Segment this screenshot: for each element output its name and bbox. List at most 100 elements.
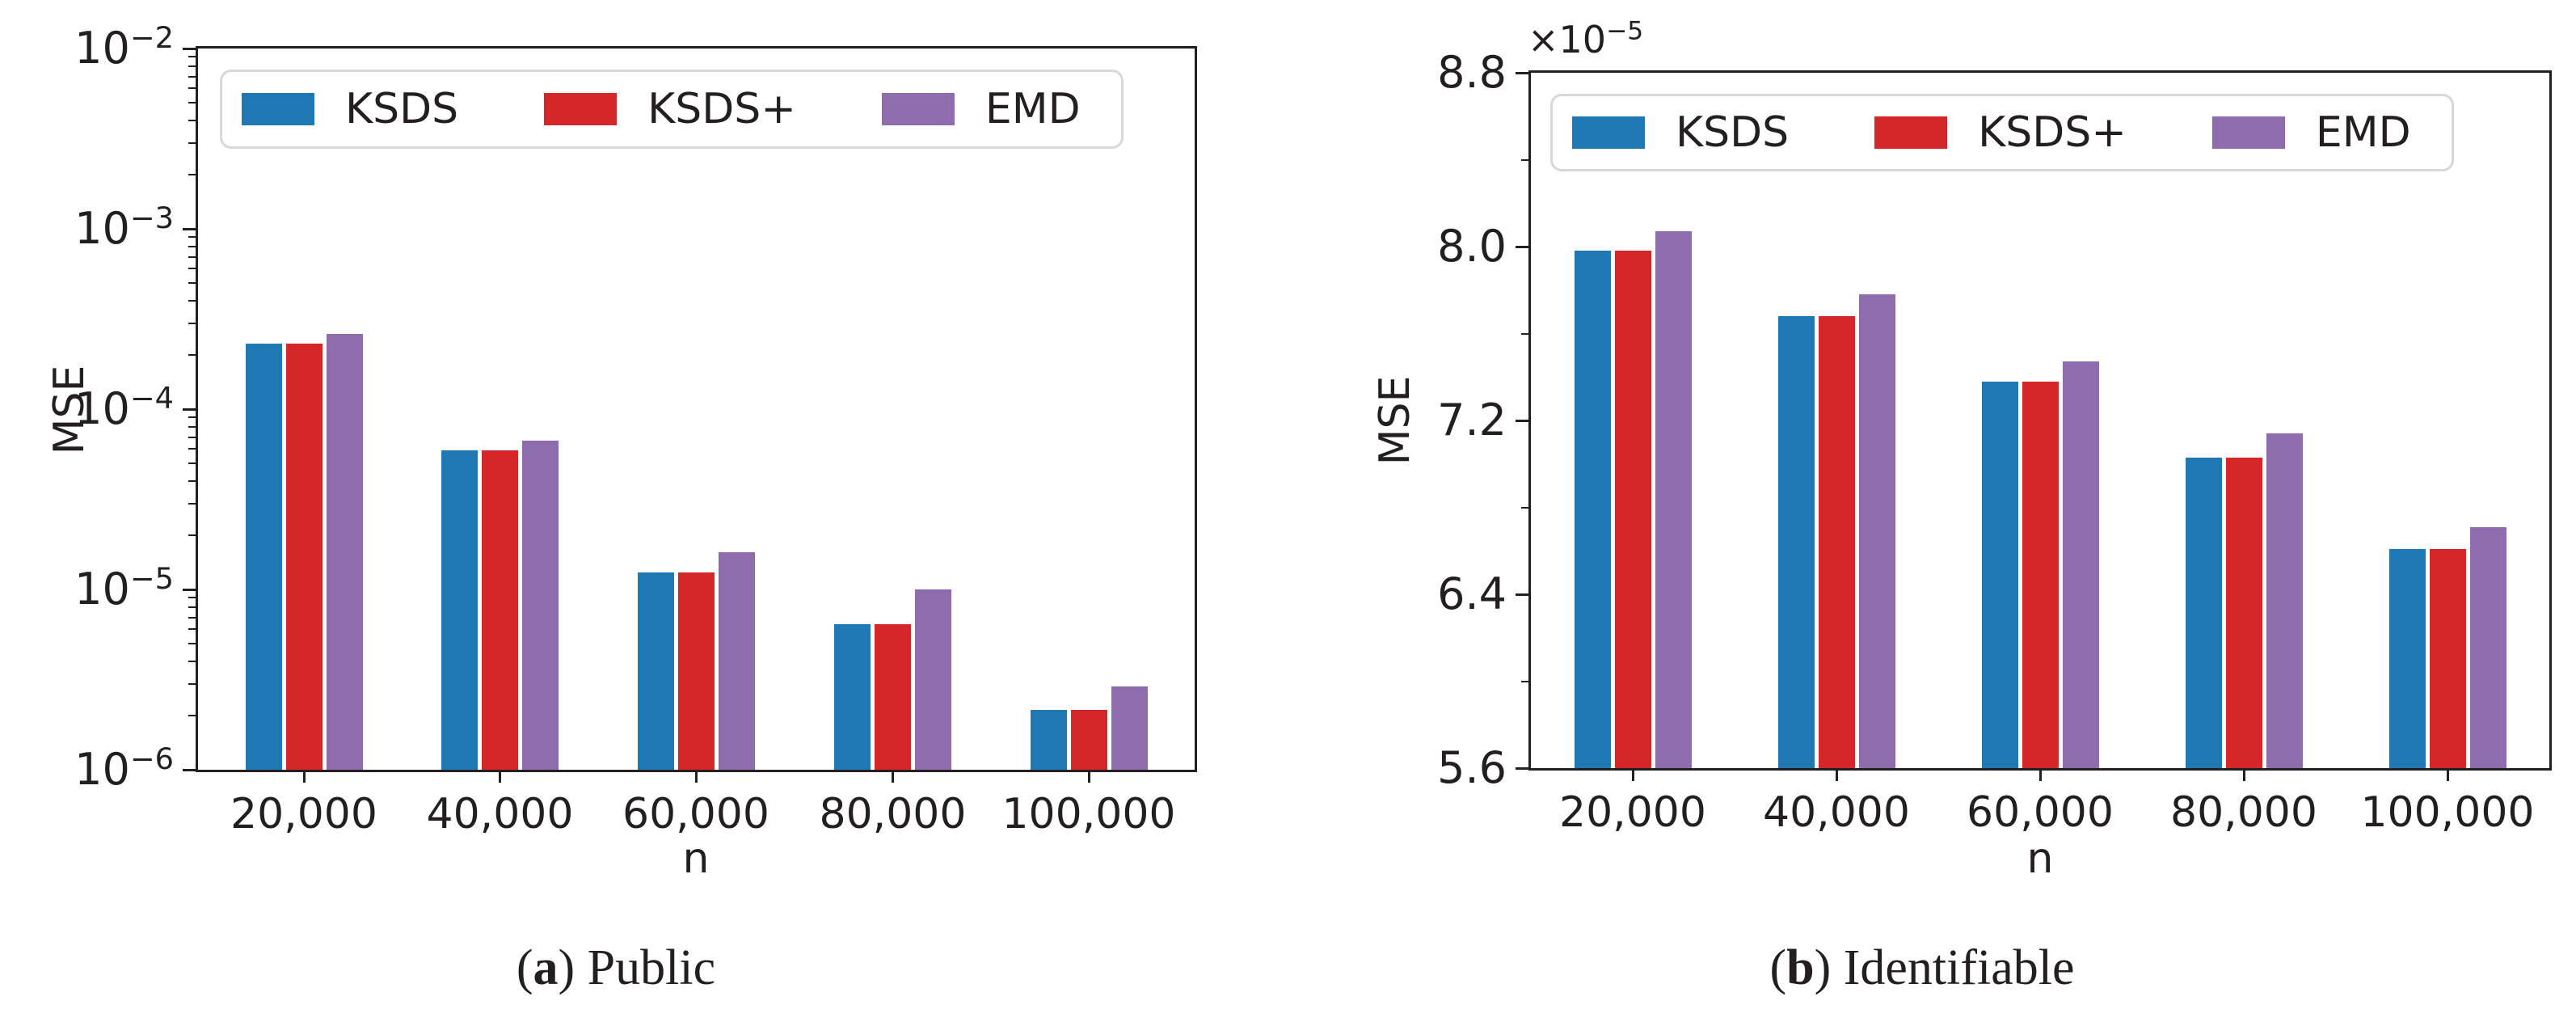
y-tick-label: 7.2 <box>1437 395 1507 446</box>
x-tick-label: 100,000 <box>1001 790 1176 838</box>
legend-swatch-emd <box>2211 116 2285 149</box>
legend-item-ksds: KSDS <box>1572 108 1789 157</box>
y-minor-tick <box>188 425 196 428</box>
legend-label: KSDS <box>345 85 459 133</box>
x-major-tick <box>892 770 894 783</box>
y-minor-tick <box>188 448 196 450</box>
bar-emd-40000 <box>1858 294 1895 768</box>
legend-item-emd: EMD <box>2211 108 2411 157</box>
y-minor-tick <box>188 56 196 58</box>
y-minor-tick <box>188 479 196 482</box>
y-minor-tick <box>188 141 196 144</box>
plot-area-b <box>1528 70 2552 771</box>
y-minor-tick <box>188 660 196 662</box>
y-minor-tick <box>1521 680 1528 682</box>
x-major-tick <box>499 770 501 783</box>
y-major-tick <box>183 768 196 771</box>
bar-ksds-40000 <box>1777 316 1815 768</box>
x-major-tick <box>2038 768 2042 781</box>
y-minor-tick <box>188 714 196 716</box>
bar-ksds-20000 <box>245 344 282 770</box>
bar-ksdsplus-80000 <box>875 624 911 770</box>
y-major-tick <box>183 408 196 411</box>
y-tick-label: 6.4 <box>1437 568 1507 619</box>
y-minor-tick <box>1521 332 1528 335</box>
bar-ksdsplus-60000 <box>2022 381 2059 768</box>
x-major-tick <box>2446 768 2449 781</box>
y-minor-tick <box>188 322 196 324</box>
bar-emd-40000 <box>522 440 559 770</box>
y-minor-tick <box>188 87 196 90</box>
y-minor-tick <box>1521 506 1528 509</box>
bar-emd-80000 <box>915 589 951 770</box>
y-minor-tick <box>188 436 196 438</box>
y-tick-label: 10−5 <box>74 561 174 614</box>
y-minor-tick <box>188 119 196 121</box>
legend-label: KSDS <box>1676 108 1790 157</box>
y-major-tick <box>1516 593 1528 596</box>
bar-ksds-60000 <box>637 572 674 770</box>
bar-ksdsplus-60000 <box>677 572 715 770</box>
x-tick-label: 80,000 <box>819 790 967 838</box>
y-minor-tick <box>1521 158 1528 161</box>
n-axis-label: n <box>682 834 710 883</box>
bar-ksdsplus-40000 <box>1818 316 1855 768</box>
y-minor-tick <box>188 245 196 247</box>
y-tick-label: 10−3 <box>74 201 174 254</box>
y-tick-label: 8.0 <box>1437 221 1507 272</box>
x-major-tick <box>694 770 698 783</box>
legend-label: KSDS+ <box>1978 108 2127 157</box>
y-major-tick <box>1516 71 1528 74</box>
legend-label: EMD <box>2315 108 2411 157</box>
bar-ksds-100000 <box>2388 548 2426 768</box>
legend-item-ksds: KSDS <box>242 85 458 133</box>
y-minor-tick <box>188 502 196 505</box>
y-minor-tick <box>188 299 196 302</box>
legend-item-ksdsplus: KSDS+ <box>544 85 796 133</box>
y-major-tick <box>183 588 196 591</box>
x-tick-label: 40,000 <box>426 790 574 838</box>
bar-emd-100000 <box>1111 686 1148 770</box>
y-tick-label: 5.6 <box>1437 742 1507 793</box>
x-major-tick <box>2242 768 2245 781</box>
bar-ksdsplus-100000 <box>1070 709 1107 770</box>
y-minor-tick <box>188 65 196 67</box>
bar-ksds-80000 <box>2185 457 2222 768</box>
legend-swatch-ksdsplus <box>544 93 618 125</box>
y-minor-tick <box>188 268 196 270</box>
y-minor-tick <box>188 256 196 258</box>
x-major-tick <box>1631 768 1634 781</box>
x-tick-label: 20,000 <box>1559 788 1706 837</box>
y-major-tick <box>1516 419 1528 422</box>
bar-emd-60000 <box>2062 361 2099 768</box>
bar-emd-20000 <box>1655 231 1692 768</box>
bar-ksdsplus-100000 <box>2429 548 2466 768</box>
x-major-tick <box>1835 768 1838 781</box>
y-minor-tick <box>188 353 196 356</box>
plot-area-a <box>196 46 1197 772</box>
bar-emd-60000 <box>718 552 755 770</box>
x-major-tick <box>302 770 306 783</box>
y-major-tick <box>1516 766 1528 770</box>
y-tick-label: 8.8 <box>1437 47 1507 98</box>
y-minor-tick <box>188 597 196 599</box>
bar-ksdsplus-40000 <box>482 450 518 770</box>
offset-exponent-label: ×10−5 <box>1528 16 1644 61</box>
legend-item-emd: EMD <box>881 85 1081 133</box>
x-tick-label: 40,000 <box>1763 788 1910 837</box>
y-tick-label: 10−2 <box>74 20 174 74</box>
y-major-tick <box>183 227 196 230</box>
y-minor-tick <box>188 102 196 104</box>
y-major-tick <box>1516 245 1528 248</box>
bar-ksds-20000 <box>1574 251 1611 768</box>
legend-swatch-emd <box>881 93 955 125</box>
bar-ksds-80000 <box>834 624 871 770</box>
y-minor-tick <box>188 173 196 175</box>
bar-emd-20000 <box>326 334 363 770</box>
y-minor-tick <box>188 643 196 645</box>
subcaption-a: (a) Public <box>516 940 716 995</box>
bar-ksdsplus-20000 <box>1614 251 1651 768</box>
bar-emd-100000 <box>2469 526 2506 768</box>
y-major-tick <box>183 47 196 50</box>
